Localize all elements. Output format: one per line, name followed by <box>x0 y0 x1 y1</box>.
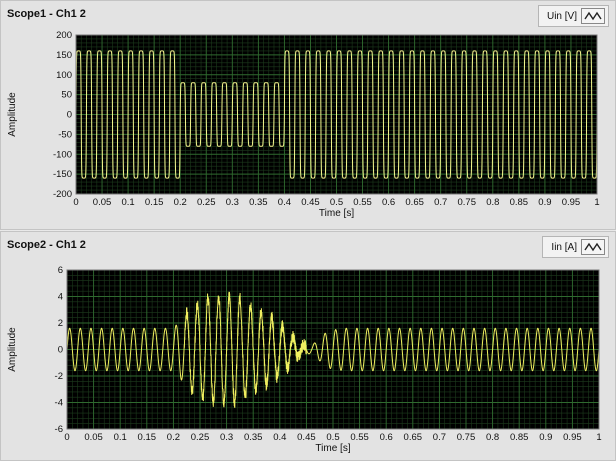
x-tick-label: 0.75 <box>458 197 477 208</box>
y-tick-label: -200 <box>53 189 72 200</box>
waveform-icon <box>581 8 605 24</box>
x-tick-label: 0.7 <box>433 432 446 443</box>
scope2-legend[interactable]: Iin [A] <box>542 236 609 258</box>
y-tick-label: -4 <box>55 398 63 409</box>
y-tick-label: 50 <box>61 90 72 101</box>
x-tick-label: 1 <box>594 197 599 208</box>
x-tick-label: 0.1 <box>114 432 127 443</box>
x-tick-label: 0.95 <box>563 432 582 443</box>
series-line-1 <box>75 50 598 179</box>
scope1-legend-label: Uin [V] <box>546 10 577 22</box>
y-tick-label: 0 <box>58 345 63 356</box>
scope2-legend-label: Iin [A] <box>551 241 577 253</box>
scope2-panel: Scope2 - Ch1 2 Iin [A] 0 0.05 0.1 0.15 0.2 0.… <box>0 231 616 461</box>
x-tick-label: 0.9 <box>538 197 551 208</box>
x-tick-label: 0.2 <box>174 197 187 208</box>
y-tick-label: 6 <box>58 265 63 276</box>
x-tick-label: 0.25 <box>197 197 216 208</box>
x-tick-label: 0.45 <box>297 432 316 443</box>
x-tick-label: 0.8 <box>486 432 499 443</box>
x-tick-label: 0.5 <box>330 197 343 208</box>
x-tick-label: 0.4 <box>273 432 286 443</box>
x-tick-label: 0.9 <box>539 432 552 443</box>
y-tick-label: 4 <box>58 292 63 303</box>
x-tick-label: 0.95 <box>562 197 581 208</box>
x-tick-label: 0.65 <box>405 197 424 208</box>
scope2-chart[interactable]: 0 0.05 0.1 0.15 0.2 0.25 0.3 0.35 0.4 0.45 0.5 0.55… <box>1 232 615 460</box>
x-tick-label: 0.8 <box>486 197 499 208</box>
scope1-panel: Scope1 - Ch1 2 Uin [V] 0 0.05 0.1 0.15 0.2 0.… <box>0 0 616 230</box>
waveform-icon <box>581 239 605 255</box>
x-tick-label: 0.65 <box>404 432 423 443</box>
x-tick-label: 0.45 <box>301 197 320 208</box>
x-tick-label: 0.85 <box>510 197 529 208</box>
x-tick-label: 0.55 <box>353 197 372 208</box>
x-tick-label: 0.15 <box>145 197 164 208</box>
scope1-legend[interactable]: Uin [V] <box>537 5 609 27</box>
x-tick-label: 0.25 <box>191 432 210 443</box>
y-tick-label: -6 <box>55 424 63 435</box>
y-tick-label: 0 <box>67 110 72 121</box>
x-tick-label: 1 <box>596 432 601 443</box>
x-tick-label: 0.6 <box>380 432 393 443</box>
x-tick-label: 0.85 <box>510 432 529 443</box>
x-tick-label: 0 <box>64 432 69 443</box>
x-tick-label: 0.1 <box>121 197 134 208</box>
scope1-title: Scope1 - Ch1 2 <box>7 8 86 20</box>
y-tick-label: 200 <box>56 30 72 41</box>
x-tick-label: 0.35 <box>244 432 263 443</box>
x-tick-label: 0.4 <box>278 197 291 208</box>
y-tick-label: -2 <box>55 371 63 382</box>
y-tick-label: 2 <box>58 318 63 329</box>
x-axis-label: Time [s] <box>315 443 350 454</box>
x-tick-label: 0.05 <box>84 432 103 443</box>
y-axis-label: Amplitude <box>7 92 18 137</box>
x-tick-label: 0.75 <box>457 432 476 443</box>
scope1-chart[interactable]: 0 0.05 0.1 0.15 0.2 0.25 0.3 0.35 0.4 0.45 0.5 0.55… <box>1 1 615 229</box>
plot-border <box>66 269 600 430</box>
x-tick-label: 0 <box>73 197 78 208</box>
x-axis-label: Time [s] <box>319 208 354 219</box>
x-tick-label: 0.5 <box>326 432 339 443</box>
x-tick-label: 0.15 <box>138 432 157 443</box>
x-tick-label: 0.05 <box>93 197 112 208</box>
y-tick-label: 100 <box>56 70 72 81</box>
x-tick-label: 0.55 <box>350 432 369 443</box>
scope2-title: Scope2 - Ch1 2 <box>7 239 86 251</box>
plot-border <box>75 34 598 195</box>
x-tick-label: 0.35 <box>249 197 268 208</box>
x-tick-label: 0.3 <box>226 197 239 208</box>
y-tick-label: -150 <box>53 169 72 180</box>
y-tick-label: -100 <box>53 149 72 160</box>
x-tick-label: 0.7 <box>434 197 447 208</box>
x-tick-label: 0.6 <box>382 197 395 208</box>
series-line-2 <box>66 291 600 408</box>
y-tick-label: -50 <box>58 129 72 140</box>
y-tick-label: 150 <box>56 50 72 61</box>
x-tick-label: 0.2 <box>167 432 180 443</box>
y-axis-label: Amplitude <box>7 327 18 372</box>
x-tick-label: 0.3 <box>220 432 233 443</box>
